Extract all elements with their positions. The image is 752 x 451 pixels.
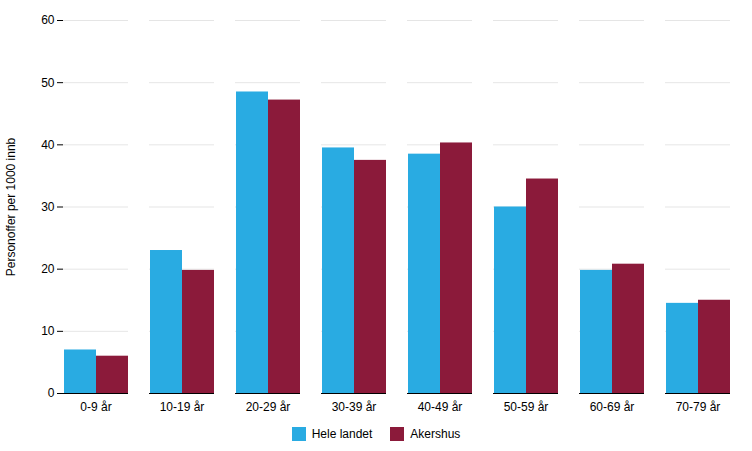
svg-text:0-9 år: 0-9 år xyxy=(80,400,111,414)
svg-text:30: 30 xyxy=(41,200,55,214)
svg-text:10-19 år: 10-19 år xyxy=(160,400,205,414)
svg-text:Personoffer per 1000 innb: Personoffer per 1000 innb xyxy=(4,137,18,276)
svg-text:60: 60 xyxy=(41,13,55,27)
svg-text:20: 20 xyxy=(41,262,55,276)
svg-text:30-39 år: 30-39 år xyxy=(332,400,377,414)
html-text:Hele landet: Hele landet xyxy=(311,427,373,441)
svg-text:40: 40 xyxy=(41,138,55,152)
svg-text:50-59 år: 50-59 år xyxy=(504,400,549,414)
html-text:Akershus: Akershus xyxy=(410,427,461,441)
svg-text:10: 10 xyxy=(41,324,55,338)
svg-text:70-79 år: 70-79 år xyxy=(676,400,721,414)
svg-text:0: 0 xyxy=(48,386,55,400)
svg-text:20-29 år: 20-29 år xyxy=(246,400,291,414)
svg-text:40-49 år: 40-49 år xyxy=(418,400,463,414)
svg-text:60-69 år: 60-69 år xyxy=(590,400,635,414)
svg-text:50: 50 xyxy=(41,76,55,90)
